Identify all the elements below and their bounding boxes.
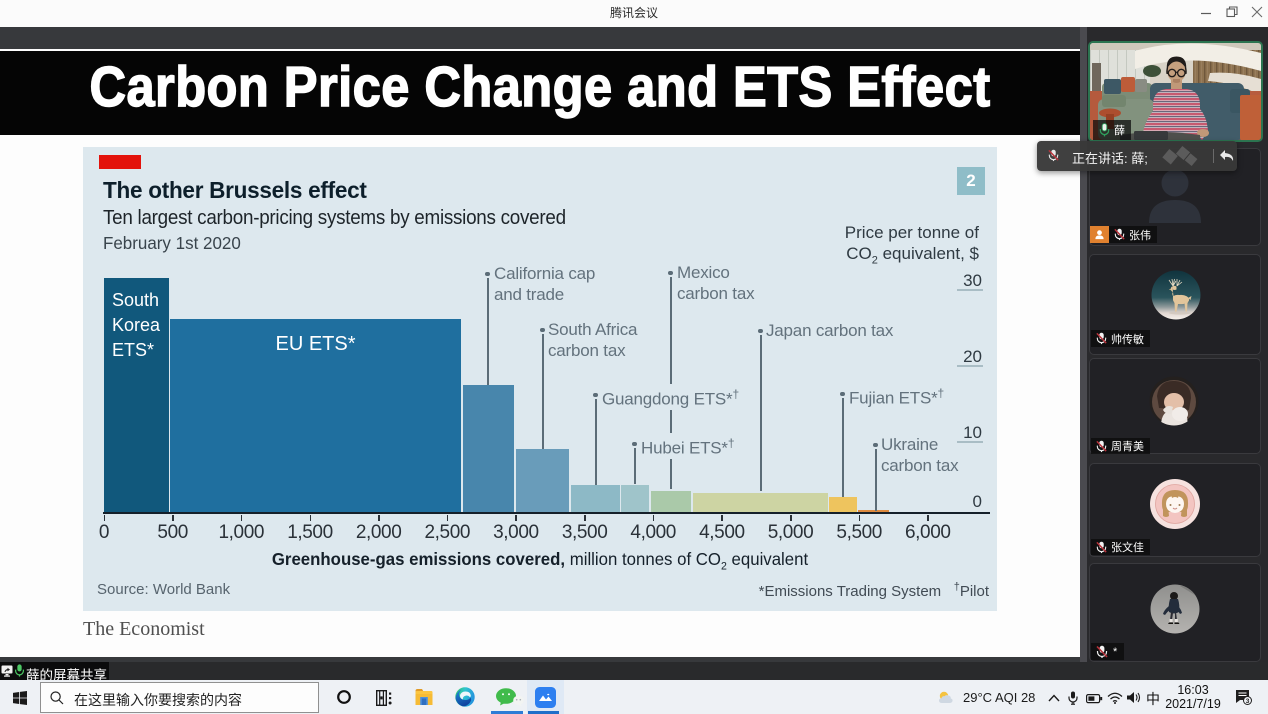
svg-text:3: 3 (1246, 698, 1250, 705)
